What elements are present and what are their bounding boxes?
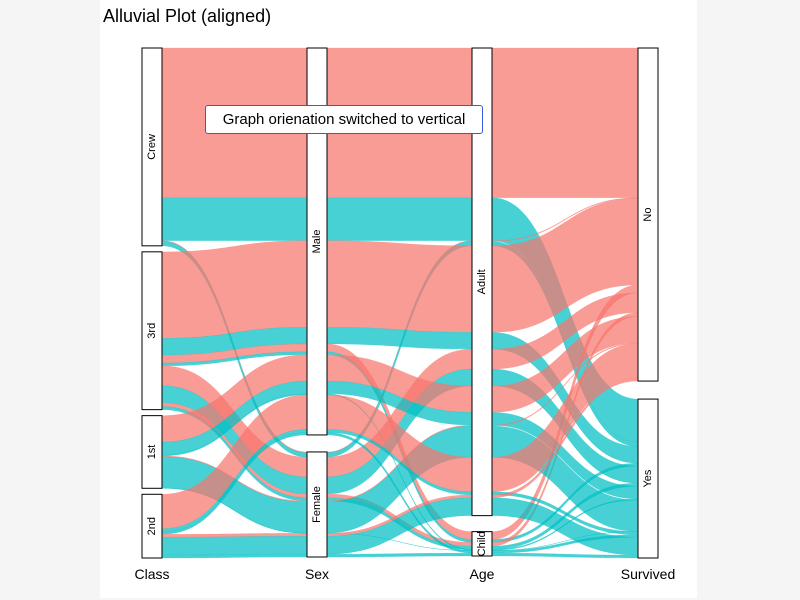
axis-label-age: Age — [469, 566, 495, 582]
chart-title: Alluvial Plot (aligned) — [103, 6, 272, 26]
stratum-label-yes: Yes — [642, 469, 654, 487]
strata-group: Crew 3rd 1st 2nd Male Female Adult Child No Yes — [141, 47, 659, 559]
stratum-class-3rd — [141, 251, 163, 411]
orientation-tooltip: Graph orienation switched to vertical — [205, 105, 483, 134]
stratum-label-male: Male — [311, 230, 323, 254]
stratum-label-2nd: 2nd — [146, 517, 158, 535]
stratum-label-child: Child — [476, 531, 488, 556]
stratum-sex-male — [306, 47, 328, 436]
stratum-label-3rd: 3rd — [146, 323, 158, 339]
axis-label-survived: Survived — [620, 566, 676, 582]
stratum-class-2nd — [141, 493, 163, 559]
stratum-age-adult — [471, 47, 493, 517]
stratum-class-crew — [141, 47, 163, 247]
stratum-age-child — [471, 531, 493, 557]
stratum-sex-female — [306, 451, 328, 558]
stratum-survived-no — [637, 47, 659, 382]
stratum-label-crew: Crew — [146, 134, 158, 160]
stratum-label-1st: 1st — [146, 445, 158, 460]
stratum-label-adult: Adult — [476, 269, 488, 294]
axis-label-class: Class — [134, 566, 170, 582]
stratum-label-female: Female — [311, 486, 323, 523]
stratum-label-no: No — [642, 208, 654, 222]
axis-label-sex: Sex — [304, 566, 330, 582]
flow-band-23 — [161, 552, 639, 559]
flow-group — [161, 47, 639, 559]
stratum-survived-yes — [637, 398, 659, 559]
stratum-class-1st — [141, 415, 163, 489]
